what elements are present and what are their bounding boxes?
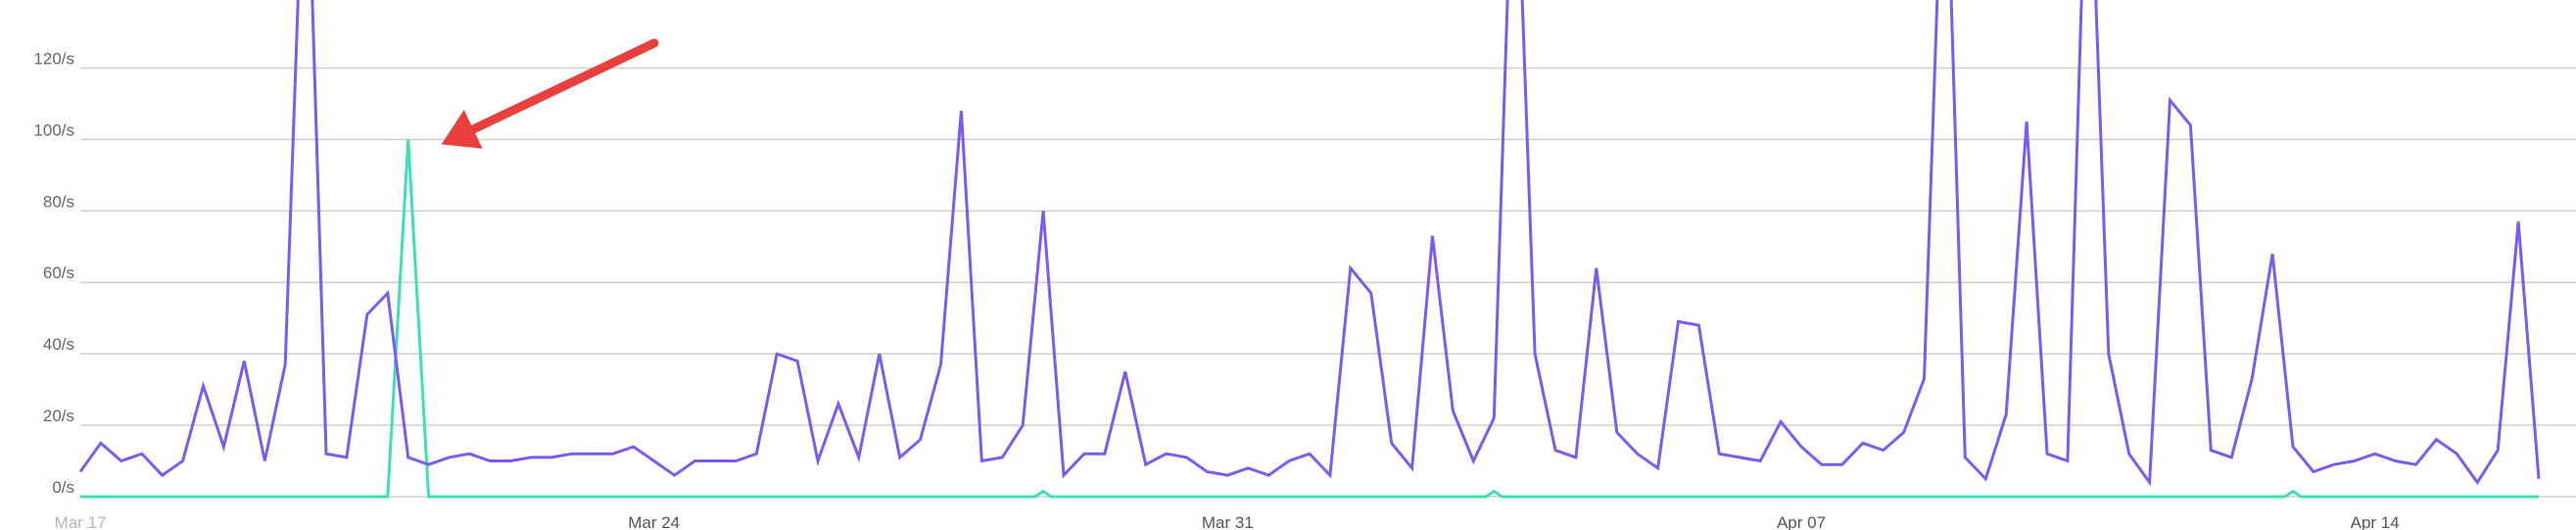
- x-tick-label: Mar 17: [55, 513, 107, 530]
- y-tick-label: 80/s: [43, 192, 74, 211]
- series-line-primary: [78, 0, 2541, 487]
- annotation-arrow-head: [441, 110, 483, 149]
- series-lines: [78, 0, 2541, 499]
- x-tick-label: Mar 31: [1202, 513, 1254, 530]
- y-tick-label: 20/s: [43, 407, 74, 425]
- x-axis-ticks: Mar 17 Mar 24 Mar 31 Apr 07 Apr 14: [55, 513, 2400, 530]
- y-tick-label: 60/s: [43, 264, 74, 282]
- x-tick-label: Apr 07: [1777, 513, 1826, 530]
- y-axis-ticks: 0/s 20/s 40/s 60/s 80/s 100/s 120/s: [33, 49, 74, 497]
- series-line-secondary: [80, 139, 2539, 499]
- y-tick-label: 40/s: [43, 335, 74, 354]
- annotation-arrow: [468, 38, 659, 134]
- annotation: [441, 38, 659, 149]
- x-tick-label: Mar 24: [628, 513, 680, 530]
- y-tick-label: 120/s: [33, 49, 74, 68]
- x-tick-label: Apr 14: [2351, 513, 2400, 530]
- y-tick-label: 100/s: [33, 120, 74, 139]
- y-tick-label: 0/s: [52, 478, 74, 497]
- gridlines: [80, 67, 2576, 498]
